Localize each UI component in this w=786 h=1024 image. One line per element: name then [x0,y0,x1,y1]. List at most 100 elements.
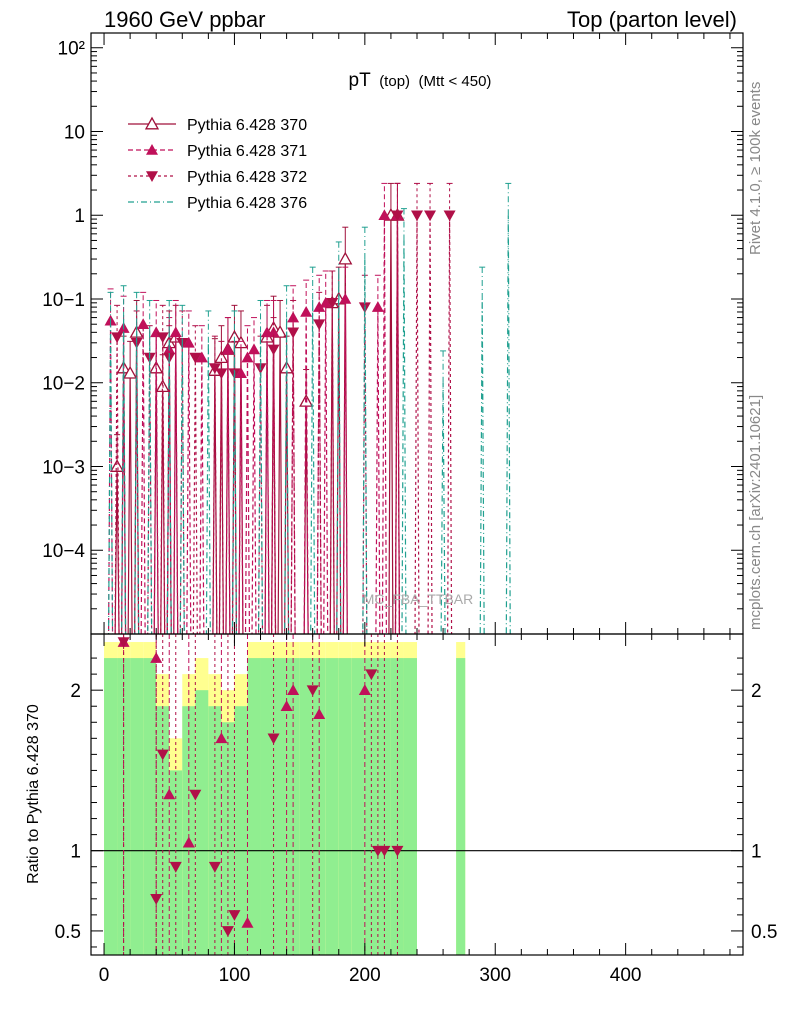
main-plot-data [104,182,512,634]
uncertainty-band-green [143,658,157,955]
main-panel: 10−4 10−3 10−2 10−1 1 10 10² MC_FBA_TTBAR pT (… [42,32,744,635]
main-y-ticks: 10−4 10−3 10−2 10−1 1 10 10² [42,33,743,635]
uncertainty-band-green [456,658,466,955]
uncertainty-band-green [156,706,170,955]
uncertainty-band-green [364,658,378,955]
data-point [221,343,234,355]
data-point [111,332,124,344]
uncertainty-band-green [325,658,339,955]
ratio-y-tick-label: 1 [70,842,81,863]
data-point [411,210,423,222]
uncertainty-band-green [260,658,274,955]
x-tick-label: 200 [349,965,381,986]
ratio-point [163,788,176,800]
data-point [443,210,456,222]
uncertainty-band-green [338,658,352,955]
data-point [313,301,326,312]
uncertainty-band-green [130,658,144,955]
ratio-point [287,684,300,695]
legend-marker [146,144,158,155]
process-label: Top (parton level) [567,7,737,32]
ratio-y-label: Ratio to Pythia 6.428 370 [25,704,42,884]
y-tick-label: 1 [74,206,85,227]
uncertainty-band-green [104,658,118,955]
uncertainty-band-green [377,658,391,955]
uncertainty-band-green [195,690,209,955]
data-point [248,343,260,355]
data-point [391,210,404,222]
data-point [319,296,332,308]
data-point [109,459,125,472]
data-point [195,351,208,363]
ratio-point [378,845,391,857]
ratio-plot-data [91,634,743,955]
data-point [300,305,313,317]
ratio-point [306,685,319,697]
uncertainty-band-green [247,658,261,955]
legend-entry: Pythia 6.428 371 [128,143,307,160]
ratio-point [228,910,241,921]
data-point [371,301,384,312]
data-point [267,326,280,338]
ratio-point [169,861,182,873]
ratio-point [280,700,293,712]
ratio-y-tick-label-right: 2 [751,681,762,702]
ratio-point [365,669,378,681]
data-point [123,365,138,379]
plot-title: pT (top) (Mtt < 450) [349,70,492,91]
title-sub: (top) [379,73,410,90]
legend-label: Pythia 6.428 370 [187,117,307,134]
ratio-point [208,861,221,873]
y-tick-label: 10−4 [42,541,85,562]
ratio-point [117,637,130,649]
data-point [215,368,228,380]
ratio-point [182,836,195,848]
data-point [424,210,437,222]
ratio-ticks: 0.5 0.5 1 1 2 2 0 100 200 300 400 [55,634,777,986]
data-point [234,367,247,379]
data-point [208,363,221,375]
series-line [114,215,453,634]
data-point [214,350,229,363]
data-point [189,352,202,364]
ratio-y-tick-label-right: 0.5 [751,922,777,943]
ratio-panel: 0.5 0.5 1 1 2 2 0 100 200 300 400 Ratio to Pythia … [25,633,777,986]
x-tick-label: 300 [479,965,511,986]
uncertainty-band-green [390,658,404,955]
ratio-point [150,652,163,663]
analysis-watermark: MC_FBA_TTBAR [363,591,473,607]
y-tick-label: 10−2 [42,374,85,395]
ratio-point [221,926,234,937]
data-point [378,209,391,221]
uncertainty-band-green [351,658,365,955]
data-point [338,251,353,265]
uncertainty-band-green [403,658,417,955]
data-point [182,336,195,348]
x-tick-label: 100 [219,965,251,986]
ratio-point [267,733,280,745]
uncertainty-band-green [273,658,287,955]
data-point [137,318,150,330]
x-tick-label: 0 [99,965,110,986]
y-tick-label: 10−3 [42,457,85,478]
series-line [107,215,401,634]
energy-label: 1960 GeV ppbar [104,7,265,32]
y-tick-label: 10² [58,39,85,60]
legend-entry: Pythia 6.428 376 [128,195,307,212]
y-tick-label: 10 [64,122,85,143]
legend-marker [146,171,158,182]
ratio-point [156,749,169,761]
data-point [169,326,182,338]
ratio-point [215,732,228,744]
data-point [287,311,300,323]
mcplots-label: mcplots.cern.ch [arXiv:2401.10621] [747,395,764,630]
data-point [241,351,254,363]
data-point [326,298,339,309]
title-cut: (Mtt < 450) [418,73,491,90]
ratio-series-1 [117,634,404,955]
rivet-label: Rivet 4.1.0, ≥ 100k events [747,82,764,255]
data-point [267,344,280,356]
data-point [156,332,169,344]
series-3 [107,182,512,634]
ratio-y-tick-label: 2 [70,681,81,702]
